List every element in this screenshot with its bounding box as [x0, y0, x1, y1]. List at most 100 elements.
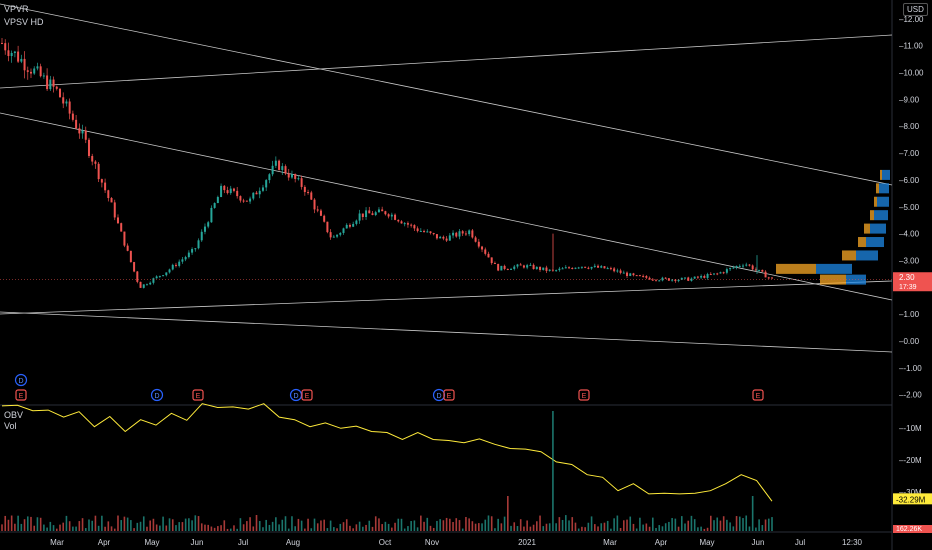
candle	[655, 279, 658, 281]
volume-bar	[658, 525, 661, 531]
candle	[571, 267, 574, 269]
volume-bar	[697, 527, 699, 531]
dividend-badge: D	[289, 388, 303, 402]
volume-bar	[313, 518, 316, 531]
volume-bar	[387, 523, 390, 531]
volume-bar	[490, 516, 493, 531]
obv-value-tag	[893, 493, 932, 505]
candle	[310, 192, 313, 200]
volume-bar	[97, 525, 100, 531]
volume-bar	[732, 526, 735, 531]
candle	[406, 223, 409, 225]
candle	[503, 265, 506, 269]
candle	[203, 226, 206, 232]
candle	[667, 278, 670, 281]
candle	[661, 277, 664, 281]
volume-bar	[142, 516, 145, 531]
candle	[719, 272, 722, 274]
volume-bar	[300, 520, 303, 531]
candle	[1, 42, 3, 44]
obv-label: OBV	[4, 410, 24, 420]
time-tick-label: 2021	[518, 538, 536, 547]
candle	[123, 231, 126, 246]
candle	[664, 277, 667, 279]
trendline	[0, 280, 893, 315]
volume-bar	[84, 528, 87, 531]
volume-bar	[767, 518, 770, 531]
volume-bar	[436, 520, 438, 531]
volume-bar	[17, 515, 19, 531]
price-tick-label: –10.00	[899, 69, 924, 78]
candle	[384, 211, 387, 215]
earnings-badge: E	[443, 389, 455, 401]
volume-bar	[7, 519, 10, 531]
volume-bar	[362, 526, 364, 531]
volume-bar	[155, 524, 158, 531]
candle	[36, 66, 39, 69]
candle	[419, 230, 422, 232]
earnings-badge: E	[752, 389, 764, 401]
volume-bar	[39, 517, 42, 531]
volume-bar	[722, 516, 725, 531]
candle	[638, 275, 641, 277]
candle	[7, 50, 10, 57]
volume-bar	[271, 521, 274, 531]
candle	[20, 58, 23, 62]
candle	[574, 267, 577, 269]
volume-bar	[62, 522, 65, 531]
candle	[29, 71, 32, 74]
volume-bar	[43, 524, 45, 531]
volume-bar	[519, 519, 522, 531]
candle	[171, 264, 174, 270]
candle	[149, 282, 152, 285]
candle	[448, 235, 451, 241]
volume-bar	[255, 515, 258, 531]
time-tick-label: May	[699, 538, 714, 547]
badge-label: D	[293, 393, 298, 400]
volume-bar	[107, 521, 110, 531]
volume-bar	[52, 525, 55, 531]
volume-bar	[484, 519, 487, 531]
volume-bar	[616, 515, 619, 531]
candle	[400, 221, 403, 224]
volume-bar	[416, 527, 419, 531]
volume-bar	[674, 518, 677, 531]
volume-bar	[23, 519, 26, 531]
volume-profile-bar	[776, 263, 816, 274]
candle	[10, 53, 13, 57]
currency-button[interactable]: USD	[903, 3, 928, 16]
badge-label: D	[18, 378, 23, 385]
badge-label: E	[756, 393, 761, 400]
volume-bar	[381, 524, 383, 531]
price-tick-label: –0.00	[899, 337, 920, 346]
time-tick-label: Oct	[379, 538, 392, 547]
volume-bar	[246, 521, 248, 531]
candle	[703, 275, 706, 278]
volume-bar	[229, 528, 232, 531]
volume-bar	[368, 520, 371, 531]
candle	[4, 43, 7, 51]
candle	[606, 268, 609, 270]
time-tick-label: Mar	[50, 538, 64, 547]
volume-bar	[88, 519, 90, 531]
candle	[220, 185, 223, 198]
candle	[352, 223, 355, 227]
indicator-label: VPSV HD	[4, 17, 44, 27]
candle	[645, 276, 648, 278]
volume-bar	[374, 516, 377, 531]
candle	[632, 273, 635, 276]
candle	[423, 230, 426, 232]
volume-bar	[516, 526, 519, 531]
volume-bar	[162, 516, 164, 531]
candle	[271, 165, 274, 175]
volume-bar	[133, 528, 135, 531]
price-tick-label: –11.00	[899, 42, 923, 51]
volume-bar	[568, 520, 570, 531]
volume-bar	[371, 526, 374, 531]
candle	[339, 232, 342, 235]
volume-bar	[14, 523, 16, 531]
candle	[261, 187, 264, 191]
dividend-badge: D	[150, 388, 164, 402]
candle	[223, 185, 226, 191]
